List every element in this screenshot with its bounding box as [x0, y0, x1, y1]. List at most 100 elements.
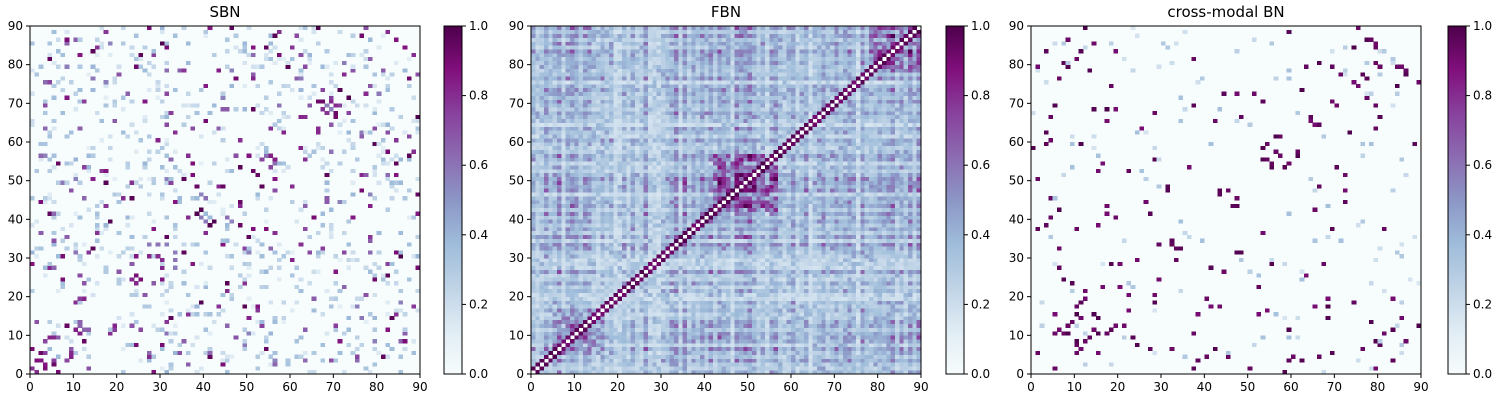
heatmap-cell: [708, 265, 714, 270]
heatmap-cell: [30, 196, 35, 201]
heatmap-cell: [587, 296, 592, 301]
heatmap-cell: [825, 288, 831, 294]
heatmap-cell: [869, 285, 874, 290]
heatmap-cell: [882, 323, 887, 328]
heatmap-cell: [786, 288, 792, 294]
heatmap-cell: [886, 265, 891, 270]
heatmap-cell: [812, 269, 818, 274]
heatmap-cell: [916, 354, 922, 359]
heatmap-cell: [721, 250, 727, 255]
heatmap-cell: [661, 346, 666, 352]
heatmap-cell: [337, 161, 343, 166]
heatmap-cell: [899, 323, 904, 328]
heatmap-cell: [717, 331, 722, 336]
heatmap-cell: [570, 261, 575, 267]
heatmap-cell: [886, 296, 891, 301]
heatmap-cell: [877, 265, 883, 270]
heatmap-cell: [626, 292, 631, 297]
heatmap-cell: [821, 370, 826, 375]
heatmap-cell: [669, 366, 675, 371]
heatmap-cell: [103, 29, 109, 35]
heatmap-cell: [730, 261, 735, 267]
heatmap-cell: [561, 258, 566, 263]
heatmap-cell: [674, 215, 679, 220]
heatmap-cell: [769, 227, 774, 232]
heatmap-cell: [630, 335, 636, 340]
heatmap-cell: [760, 308, 766, 313]
heatmap-cell: [389, 157, 395, 162]
heatmap-cell: [899, 362, 904, 367]
heatmap-cell: [320, 343, 325, 348]
heatmap-cell: [734, 350, 740, 355]
heatmap-cell: [886, 292, 891, 297]
heatmap-cell: [635, 215, 640, 220]
heatmap-cell: [691, 300, 696, 305]
heatmap-cell: [799, 308, 805, 313]
heatmap-cell: [47, 53, 52, 58]
heatmap-cell: [669, 358, 675, 363]
heatmap-cell: [756, 277, 761, 282]
heatmap-cell: [535, 304, 540, 309]
heatmap-cell: [372, 292, 377, 297]
colorbar-tick-label: 0.8: [469, 89, 488, 103]
heatmap-cell: [843, 250, 848, 255]
heatmap-cell: [808, 312, 813, 317]
heatmap-cell: [544, 312, 549, 317]
heatmap-cell: [791, 269, 796, 274]
heatmap-cell: [739, 227, 744, 232]
heatmap-cell: [259, 64, 265, 69]
heatmap-cell: [830, 366, 835, 371]
heatmap-cell: [843, 261, 848, 267]
heatmap-cell: [147, 350, 152, 355]
heatmap-cell: [873, 269, 878, 274]
heatmap-cell: [678, 211, 683, 216]
heatmap-cell: [834, 362, 839, 367]
heatmap-cell: [407, 134, 412, 139]
heatmap-cell: [734, 319, 740, 325]
heatmap-cell: [808, 254, 813, 259]
heatmap-cell: [652, 227, 657, 232]
heatmap-cell: [609, 296, 614, 301]
heatmap-cell: [552, 304, 558, 309]
heatmap-cell: [886, 339, 891, 344]
heatmap-cell: [674, 346, 679, 352]
heatmap-cell: [574, 354, 579, 359]
heatmap-cell: [565, 261, 571, 267]
heatmap-cell: [804, 366, 809, 371]
heatmap-cell: [830, 230, 835, 236]
heatmap-cell: [860, 277, 865, 282]
heatmap-cell: [843, 350, 848, 355]
heatmap-cell: [51, 153, 57, 158]
heatmap-cell: [895, 362, 900, 367]
heatmap-cell: [216, 68, 221, 73]
heatmap-cell: [229, 254, 234, 259]
heatmap-cell: [669, 350, 675, 355]
heatmap-cell: [843, 296, 848, 301]
heatmap-cell: [617, 350, 623, 355]
heatmap-cell: [899, 261, 904, 267]
heatmap-cell: [190, 304, 195, 309]
heatmap-cell: [329, 72, 334, 77]
heatmap-cell: [613, 234, 618, 239]
heatmap-cell: [812, 350, 818, 355]
heatmap-cell: [635, 285, 640, 290]
heatmap-cell: [656, 296, 662, 301]
heatmap-cell: [821, 292, 826, 297]
heatmap-cell: [708, 319, 714, 325]
heatmap-cell: [557, 316, 562, 321]
heatmap-cell: [851, 335, 857, 340]
heatmap-cell: [652, 304, 657, 309]
heatmap-cell: [916, 331, 922, 336]
heatmap-cell: [882, 223, 887, 228]
heatmap-cell: [747, 362, 753, 367]
heatmap-cell: [578, 288, 584, 294]
heatmap-cell: [825, 327, 831, 332]
heatmap-cell: [535, 215, 540, 220]
heatmap-cell: [394, 308, 399, 313]
heatmap-cell: [544, 261, 549, 267]
heatmap-cell: [643, 246, 649, 251]
heatmap-cell: [73, 319, 78, 325]
heatmap-cell: [622, 316, 627, 321]
heatmap-cell: [147, 87, 152, 93]
heatmap-cell: [873, 358, 878, 363]
